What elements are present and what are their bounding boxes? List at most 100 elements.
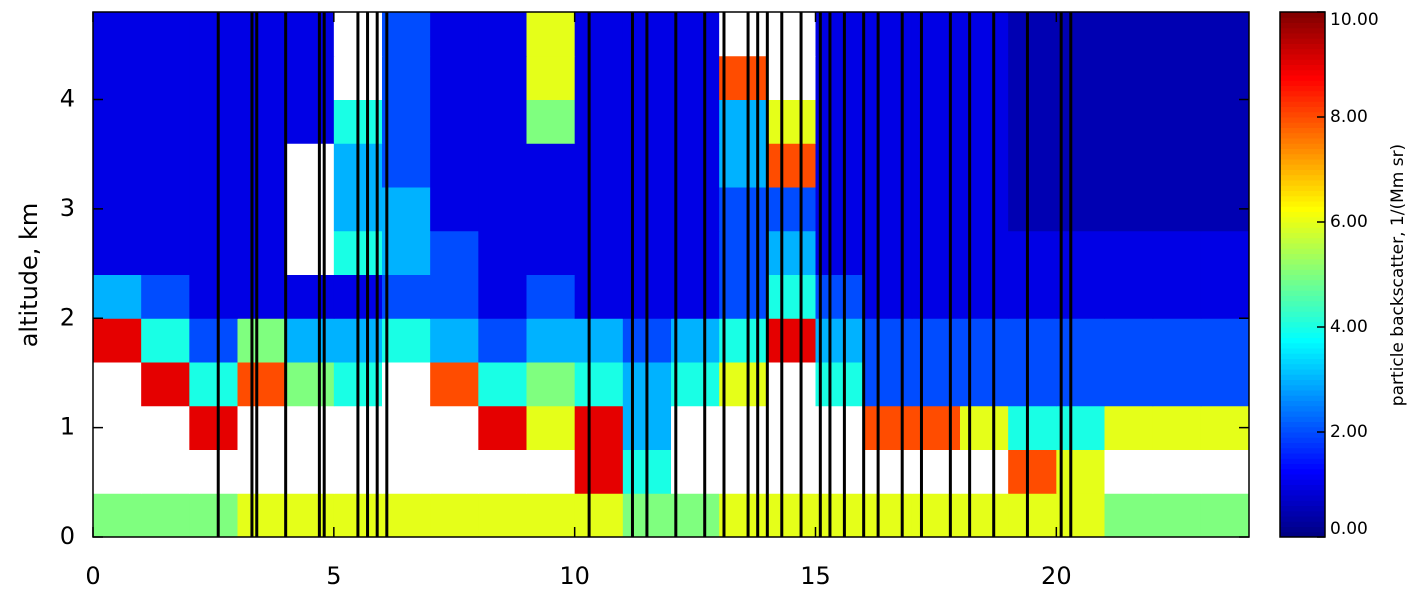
colorbar-swatch <box>1280 510 1325 517</box>
heatmap-cell <box>1200 318 1250 363</box>
heatmap-cell <box>141 12 190 57</box>
colorbar-swatch <box>1280 337 1325 344</box>
heatmap-cell <box>382 143 431 188</box>
heatmap-cell <box>141 493 190 538</box>
heatmap-cell <box>285 405 335 450</box>
heatmap-cell <box>285 318 335 363</box>
heatmap-cell <box>430 55 479 100</box>
colorbar-swatch <box>1280 101 1325 107</box>
colorbar-swatch <box>1280 463 1325 470</box>
heatmap-cell <box>526 362 576 407</box>
heatmap-cell <box>526 405 576 450</box>
heatmap-cell <box>574 55 624 100</box>
heatmap-cell <box>1200 99 1250 144</box>
colorbar-swatch <box>1280 468 1325 475</box>
heatmap-cell <box>237 230 287 275</box>
colorbar-swatch <box>1280 390 1325 396</box>
colorbar-swatch <box>1280 342 1325 349</box>
heatmap-cell <box>1056 318 1105 363</box>
heatmap-cell <box>478 405 527 450</box>
heatmap-cell <box>478 318 527 363</box>
colorbar-swatch <box>1280 264 1325 270</box>
heatmap-cell <box>189 405 238 450</box>
colorbar-swatch <box>1280 169 1325 176</box>
heatmap-cell <box>382 274 431 319</box>
colorbar-swatch <box>1280 484 1325 491</box>
heatmap-cell <box>430 187 479 232</box>
colorbar-swatch <box>1280 59 1325 65</box>
y-tick-label: 0 <box>60 522 75 550</box>
heatmap-cell <box>863 405 913 450</box>
heatmap-cell <box>237 318 287 363</box>
colorbar-swatch <box>1280 411 1325 417</box>
colorbar-swatch <box>1280 80 1325 86</box>
heatmap-cell <box>1200 493 1250 538</box>
heatmap-cell <box>1056 405 1105 450</box>
colorbar-swatch <box>1280 363 1325 370</box>
colorbar-swatch <box>1280 227 1325 233</box>
colorbar-swatch <box>1280 332 1325 338</box>
colorbar-swatch <box>1280 206 1325 212</box>
colorbar-swatch <box>1280 290 1325 296</box>
heatmap-cell <box>189 143 238 188</box>
heatmap-cell <box>382 187 431 232</box>
heatmap-cell <box>719 362 768 407</box>
heatmap-cell <box>671 143 720 188</box>
colorbar-swatch <box>1280 353 1325 359</box>
heatmap-cell <box>382 99 431 144</box>
colorbar-swatch <box>1280 395 1325 401</box>
colorbar-swatch <box>1280 22 1325 29</box>
heatmap-cell <box>1200 55 1250 100</box>
colorbar-swatch <box>1280 348 1325 354</box>
heatmap-cell <box>478 493 527 538</box>
heatmap-cell <box>478 143 527 188</box>
heatmap-cell <box>574 12 624 57</box>
colorbar-swatch <box>1280 211 1325 218</box>
heatmap-cell <box>478 274 527 319</box>
plot-frame <box>92 11 1250 538</box>
heatmap-cell <box>815 12 865 57</box>
heatmap-cell <box>1152 274 1202 319</box>
heatmap-cell <box>719 493 768 538</box>
x-tick-label: 10 <box>559 562 590 590</box>
heatmap-cell <box>141 274 190 319</box>
heatmap-cell <box>1008 99 1057 144</box>
heatmap-cell <box>815 493 865 538</box>
colorbar-swatch <box>1280 258 1325 265</box>
colorbar-swatch <box>1280 374 1325 380</box>
heatmap-cell <box>93 143 142 188</box>
heatmap-cell <box>815 99 865 144</box>
colorbar-swatch <box>1280 521 1325 527</box>
heatmap-cell <box>237 449 287 494</box>
x-tick-label: 5 <box>326 562 341 590</box>
heatmap-cell <box>382 230 431 275</box>
colorbar-swatch <box>1280 453 1325 459</box>
heatmap-cell <box>1104 318 1154 363</box>
heatmap-cell <box>1152 318 1202 363</box>
colorbar-label: particle backscatter, 1/(Mm sr) <box>1388 144 1408 406</box>
heatmap-cell <box>189 449 238 494</box>
y-axis-label: altitude, km <box>15 203 43 348</box>
heatmap-cell <box>863 12 913 57</box>
heatmap-cell <box>911 187 961 232</box>
heatmap-cell <box>815 449 865 494</box>
heatmap-cell <box>141 55 190 100</box>
heatmap-cell <box>526 274 576 319</box>
heatmap-cell <box>93 55 142 100</box>
heatmap-cell <box>911 318 961 363</box>
colorbar-swatch <box>1280 369 1325 375</box>
heatmap-cell <box>526 55 576 100</box>
heatmap-cell <box>285 362 335 407</box>
heatmap-cell <box>815 362 865 407</box>
colorbar-swatch <box>1280 327 1325 333</box>
heatmap-cell <box>1056 187 1105 232</box>
heatmap-cell <box>285 12 335 57</box>
colorbar-swatch <box>1280 48 1325 55</box>
heatmap-cell <box>671 12 720 57</box>
heatmap-cell <box>285 99 335 144</box>
heatmap-cell <box>430 405 479 450</box>
heatmap-cell <box>1104 274 1154 319</box>
x-tick-label: 0 <box>85 562 100 590</box>
heatmap-cell <box>863 230 913 275</box>
